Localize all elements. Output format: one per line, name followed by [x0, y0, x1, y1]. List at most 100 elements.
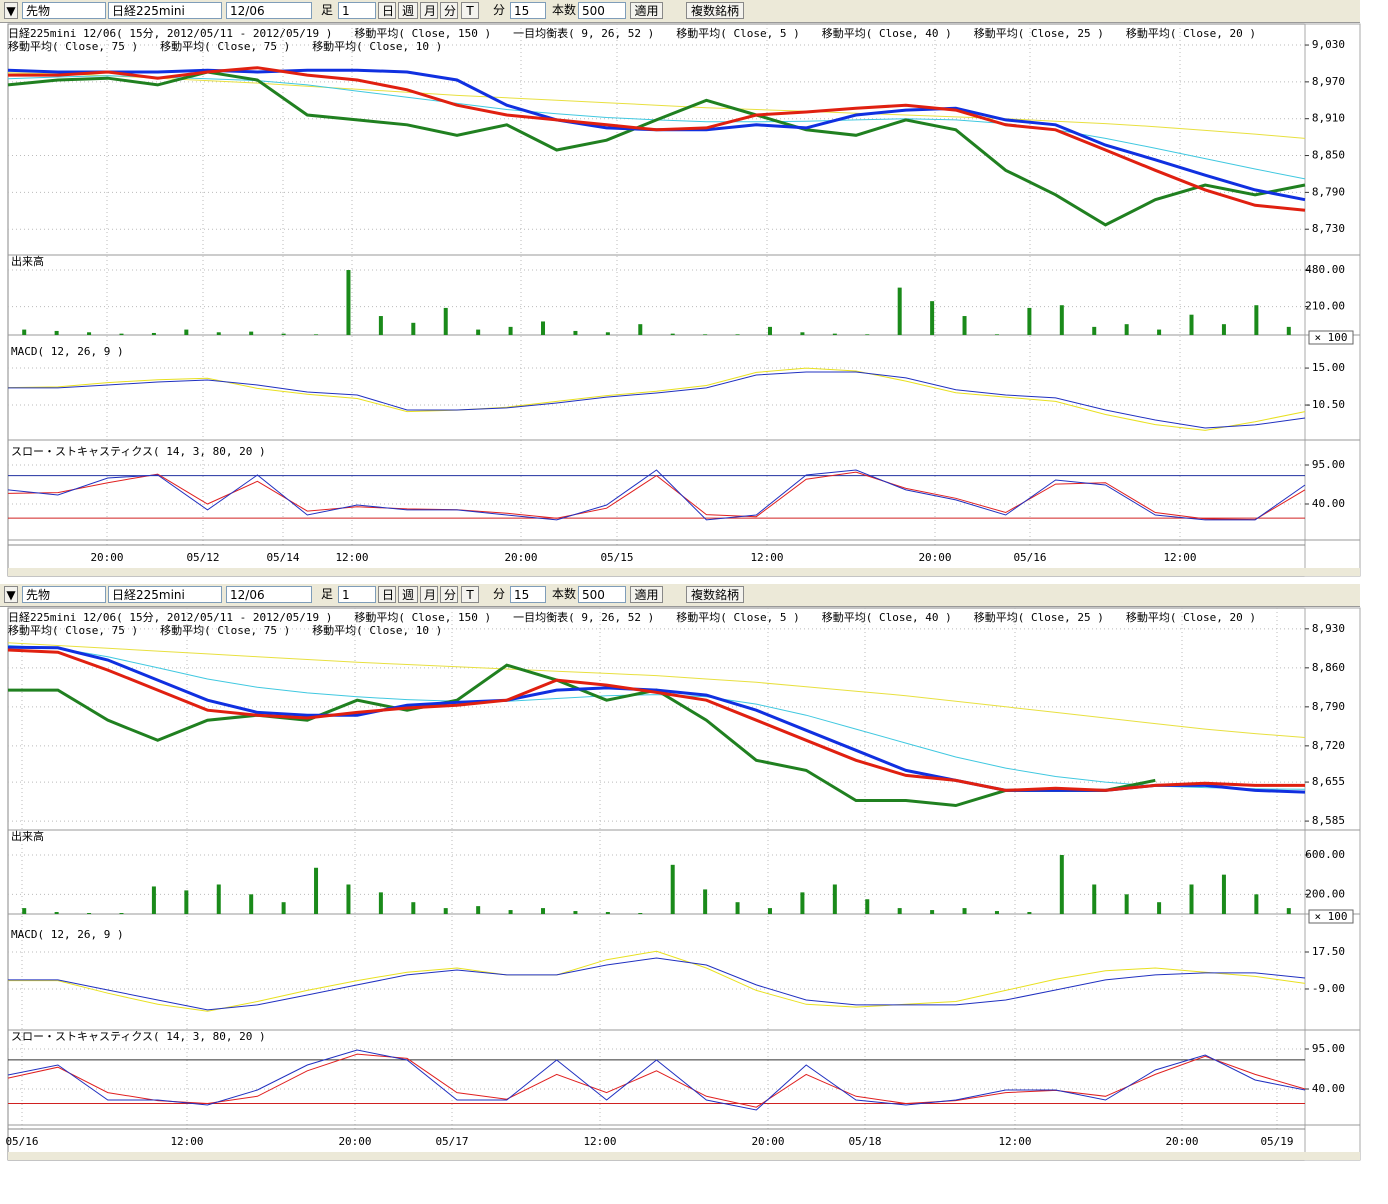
volume-bar [605, 332, 610, 335]
volume-bar [865, 334, 870, 335]
dropdown[interactable]: 1 [338, 2, 376, 19]
x-tick-label: 20:00 [504, 551, 537, 564]
volume-bar [670, 864, 675, 914]
button[interactable]: T [461, 2, 479, 19]
volume-bar [573, 330, 578, 335]
volume-bar [508, 326, 513, 335]
dropdown[interactable]: 日経225mini [108, 586, 222, 603]
button[interactable]: 分 [440, 2, 458, 19]
button[interactable]: 週 [398, 586, 418, 603]
volume-bar [1059, 305, 1064, 335]
x-tick-label: 05/12 [186, 551, 219, 564]
button[interactable]: 週 [398, 2, 418, 19]
volume-bar [87, 332, 92, 335]
volume-bar [638, 913, 643, 914]
button[interactable]: 月 [420, 586, 438, 603]
volume-bar [930, 301, 935, 335]
volume-bar [281, 902, 286, 914]
button[interactable]: 日 [378, 586, 396, 603]
series-line [7, 1053, 1306, 1108]
indicator-label: 移動平均( Close, 5 ) [676, 27, 800, 40]
volume-bar [670, 333, 675, 335]
dropdown[interactable]: 500 [578, 2, 626, 19]
label: 足 [321, 587, 334, 601]
chart-header: 日経225mini 12/06( 15分, 2012/05/11 - 2012/… [8, 611, 1298, 637]
volume-bar [119, 333, 124, 335]
y-tick-label: 95.00 [1312, 458, 1345, 471]
dropdown[interactable]: 500 [578, 586, 626, 603]
volume-bar [184, 890, 189, 914]
dropdown[interactable]: 1 [338, 586, 376, 603]
indicator-label: 一目均衡表( 9, 26, 52 ) [513, 611, 655, 624]
label: 本数 [552, 587, 577, 601]
label: 本数 [552, 3, 577, 17]
volume-bar [443, 908, 448, 914]
button[interactable]: 月 [420, 2, 438, 19]
y-tick-label: 8,850 [1312, 149, 1345, 162]
indicator-label: 移動平均( Close, 25 ) [973, 611, 1104, 624]
volume-bar [443, 307, 448, 335]
y-tick-label: 8,910 [1312, 112, 1345, 125]
volume-bar [638, 324, 643, 335]
x-tick-label: 05/16 [1013, 551, 1046, 564]
dropdown[interactable]: 先物 [22, 2, 106, 19]
volume-bar [541, 321, 546, 335]
button[interactable]: T [461, 586, 479, 603]
button[interactable]: 複数銘柄 [686, 2, 744, 19]
unit-label: × 100 [1314, 910, 1347, 923]
button[interactable]: 複数銘柄 [686, 586, 744, 603]
menu-button[interactable]: ▼ [4, 586, 18, 603]
volume-bar [1254, 305, 1259, 335]
volume-bar [800, 332, 805, 335]
indicator-label: 移動平均( Close, 40 ) [821, 611, 952, 624]
indicator-label: 移動平均( Close, 40 ) [821, 27, 952, 40]
volume-bar [1157, 329, 1162, 335]
button[interactable]: 適用 [630, 586, 663, 603]
volume-bar [314, 867, 319, 914]
series-line [7, 70, 1306, 227]
pane-title: MACD( 12, 26, 9 ) [11, 345, 124, 358]
indicator-label: 移動平均( Close, 150 ) [354, 611, 492, 624]
dropdown[interactable]: 12/06 [226, 2, 312, 19]
button[interactable]: 日 [378, 2, 396, 19]
y-tick-label: 8,730 [1312, 222, 1345, 235]
dropdown[interactable]: 15 [510, 2, 546, 19]
volume-bar [54, 330, 59, 335]
volume-bar [994, 334, 999, 335]
pane-title: スロー・ストキャスティクス( 14, 3, 80, 20 ) [11, 1030, 266, 1043]
x-tick-label: 05/19 [1260, 1135, 1293, 1148]
volume-bar [476, 329, 481, 335]
pane-title: スロー・ストキャスティクス( 14, 3, 80, 20 ) [11, 445, 266, 458]
x-tick-label: 05/14 [266, 551, 299, 564]
button[interactable]: 分 [440, 586, 458, 603]
indicator-label: 移動平均( Close, 25 ) [973, 27, 1104, 40]
y-tick-label: 8,790 [1312, 185, 1345, 198]
volume-bar [735, 334, 740, 335]
volume-bar [962, 908, 967, 914]
dropdown[interactable]: 日経225mini [108, 2, 222, 19]
dropdown[interactable]: 先物 [22, 586, 106, 603]
volume-bar [1027, 307, 1032, 335]
volume-bar [119, 913, 124, 914]
menu-button[interactable]: ▼ [4, 2, 18, 19]
volume-bar [1092, 326, 1097, 335]
x-tick-label: 12:00 [335, 551, 368, 564]
axis-bg [1304, 607, 1361, 1161]
indicator-label: 移動平均( Close, 20 ) [1125, 27, 1256, 40]
y-tick-label: 95.00 [1312, 1042, 1345, 1055]
series-line [7, 645, 1306, 790]
button[interactable]: 適用 [630, 2, 663, 19]
volume-bar [476, 906, 481, 914]
dropdown[interactable]: 12/06 [226, 586, 312, 603]
x-tick-label: 12:00 [170, 1135, 203, 1148]
indicator-label: 日経225mini 12/06( 15分, 2012/05/11 - 2012/… [8, 611, 333, 624]
y-tick-label: 15.00 [1312, 361, 1345, 374]
dropdown[interactable]: 15 [510, 586, 546, 603]
x-tick-label: 05/17 [435, 1135, 468, 1148]
volume-bar [703, 889, 708, 914]
volume-bar [346, 270, 351, 335]
pane-title: 出来高 [11, 829, 44, 843]
series-line [7, 648, 1305, 792]
volume-bar [378, 316, 383, 335]
volume-bar [605, 912, 610, 914]
